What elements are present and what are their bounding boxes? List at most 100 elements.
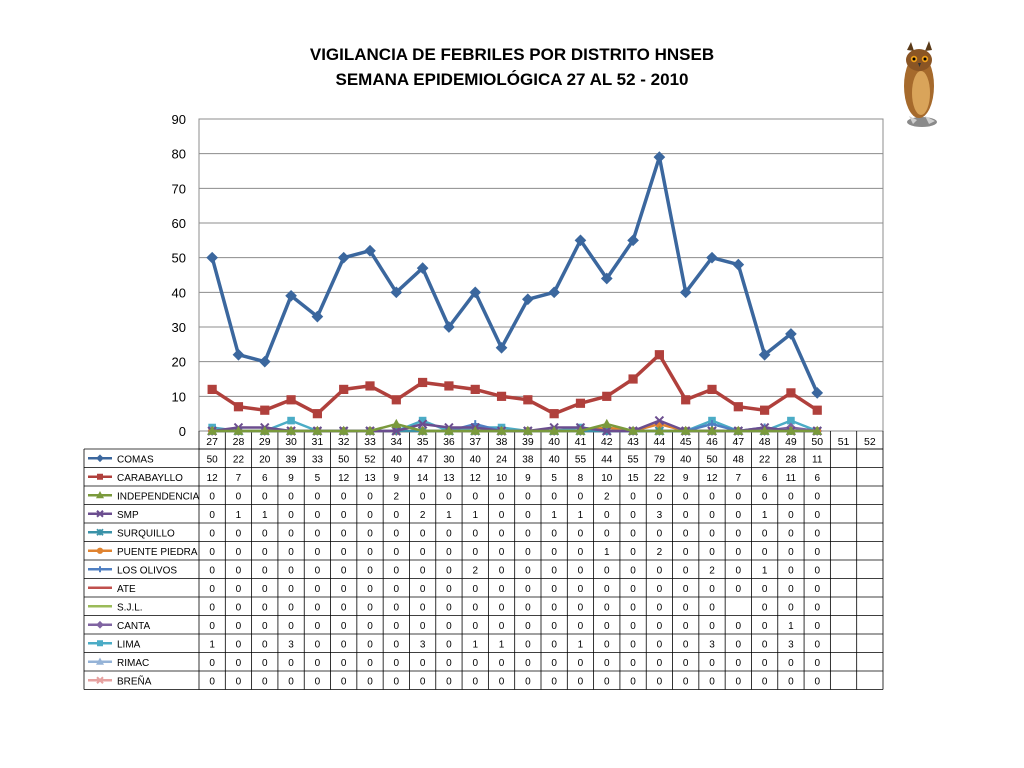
table-value: 0: [367, 565, 373, 576]
table-value: 0: [736, 565, 742, 576]
x-category-label: 46: [706, 436, 718, 448]
x-category-label: 50: [811, 436, 823, 448]
table-value: 6: [262, 473, 268, 484]
table-value: 0: [499, 584, 505, 595]
x-category-label: 33: [364, 436, 376, 448]
table-value: 0: [683, 658, 689, 669]
legend-label: SMP: [117, 510, 139, 521]
table-value: 0: [709, 528, 715, 539]
table-value: 0: [709, 676, 715, 687]
table-value: 0: [736, 639, 742, 650]
table-value: 0: [525, 510, 531, 521]
legend-marker: [96, 620, 104, 629]
data-point: [706, 425, 718, 435]
table-value: 0: [341, 565, 347, 576]
table-value: 1: [578, 639, 584, 650]
table-value: 0: [604, 584, 610, 595]
data-point: [785, 425, 796, 435]
table-value: 0: [262, 602, 268, 613]
table-value: 0: [736, 676, 742, 687]
table-value: 0: [499, 491, 505, 502]
table-value: 5: [551, 473, 557, 484]
table-value: 0: [315, 510, 321, 521]
table-value: 0: [683, 491, 689, 502]
table-value: 0: [630, 510, 636, 521]
table-value: 0: [630, 602, 636, 613]
data-point: [206, 251, 219, 264]
table-value: 0: [209, 676, 215, 687]
table-value: 0: [288, 491, 294, 502]
table-value: 52: [364, 454, 376, 465]
table-value: 0: [262, 491, 268, 502]
table-value: 0: [814, 510, 820, 521]
x-category-label: 35: [417, 436, 429, 448]
table-value: 0: [446, 658, 452, 669]
legend-marker: [95, 657, 105, 665]
x-category-label: 31: [312, 436, 324, 448]
data-point: [233, 425, 244, 435]
table-value: 0: [736, 584, 742, 595]
table-value: 0: [236, 547, 242, 558]
table-value: 0: [394, 547, 400, 558]
table-value: 1: [762, 565, 768, 576]
x-category-label: 30: [285, 436, 297, 448]
table-value: 6: [762, 473, 768, 484]
table-value: 0: [209, 658, 215, 669]
legend-label: CARABAYLLO: [117, 473, 183, 484]
table-value: 0: [446, 565, 452, 576]
table-value: 2: [709, 565, 715, 576]
table-value: 0: [551, 639, 557, 650]
table-value: 0: [551, 602, 557, 613]
table-value: 0: [209, 491, 215, 502]
table-value: 0: [446, 676, 452, 687]
table-value: 0: [762, 676, 768, 687]
table-value: 0: [209, 565, 215, 576]
data-point: [575, 425, 586, 435]
table-value: 0: [709, 621, 715, 632]
table-value: 0: [551, 547, 557, 558]
table-value: 0: [814, 565, 820, 576]
table-value: 20: [259, 454, 271, 465]
table-value: 0: [446, 621, 452, 632]
table-value: 0: [683, 547, 689, 558]
table-value: 0: [236, 621, 242, 632]
table-value: 0: [814, 621, 820, 632]
data-point: [707, 384, 717, 394]
legend-label: RIMAC: [117, 658, 149, 669]
data-point: [812, 425, 823, 435]
table-value: 0: [315, 491, 321, 502]
data-point: [390, 286, 403, 299]
table-value: 0: [315, 528, 321, 539]
table-value: 33: [312, 454, 324, 465]
data-point: [733, 425, 744, 435]
data-point: [391, 426, 402, 436]
table-value: 0: [814, 639, 820, 650]
data-point: [601, 418, 612, 428]
data-point: [285, 289, 297, 302]
table-value: 1: [236, 510, 242, 521]
table-value: 0: [604, 528, 610, 539]
table-value: 0: [578, 584, 584, 595]
data-point: [311, 310, 324, 323]
x-category-label: 52: [864, 436, 876, 448]
table-value: 0: [341, 602, 347, 613]
table-value: 0: [762, 602, 768, 613]
table-value: 1: [499, 639, 505, 650]
table-value: 1: [551, 510, 557, 521]
table-value: 0: [499, 547, 505, 558]
table-value: 0: [288, 565, 294, 576]
table-value: 2: [657, 547, 663, 558]
table-value: 0: [262, 565, 268, 576]
table-value: 6: [814, 473, 820, 484]
table-value: 3: [709, 639, 715, 650]
table-value: 0: [209, 621, 215, 632]
table-value: 0: [525, 658, 531, 669]
series-line-carabayllo: [211, 352, 819, 416]
data-point: [679, 286, 692, 299]
data-point: [495, 341, 508, 354]
legend-label: S.J.L.: [117, 602, 143, 613]
data-point: [469, 286, 482, 299]
table-value: 0: [657, 491, 663, 502]
y-tick-label: 30: [172, 320, 186, 335]
table-value: 0: [394, 602, 400, 613]
